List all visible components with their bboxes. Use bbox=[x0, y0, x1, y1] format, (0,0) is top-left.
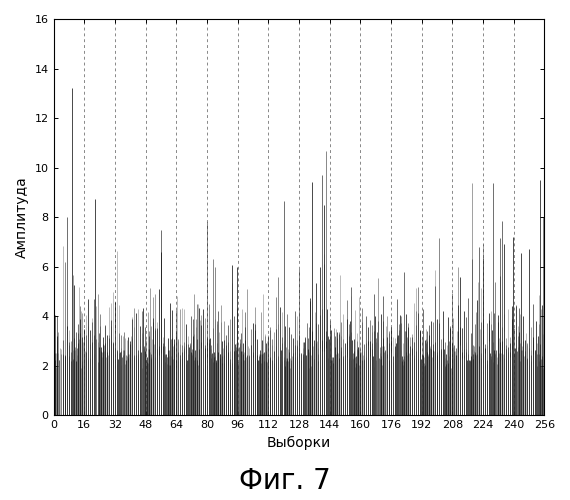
X-axis label: Выборки: Выборки bbox=[267, 436, 331, 450]
Text: Фиг. 7: Фиг. 7 bbox=[239, 467, 331, 495]
Y-axis label: Амплитуда: Амплитуда bbox=[15, 176, 29, 258]
